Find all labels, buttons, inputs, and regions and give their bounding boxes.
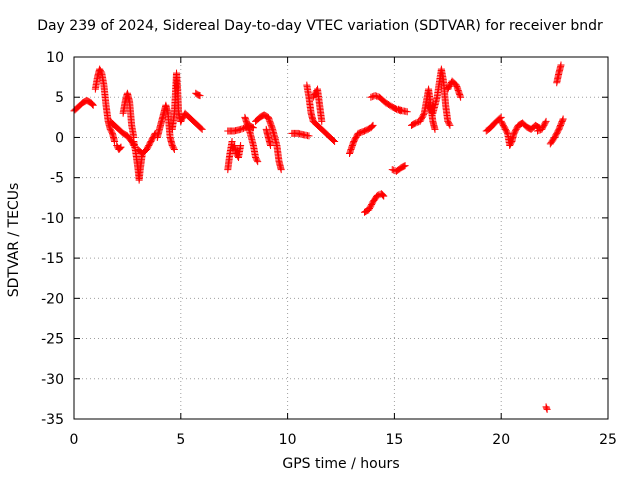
data-point: [196, 92, 204, 100]
data-point: [237, 141, 245, 149]
grid: [74, 57, 608, 419]
data-point: [557, 61, 565, 69]
data-point: [198, 125, 206, 133]
x-tick-label: 25: [599, 432, 617, 448]
data-point: [412, 119, 420, 127]
y-tick-label: 5: [55, 90, 64, 106]
data-point: [254, 158, 262, 166]
data-point: [369, 121, 377, 129]
data-point: [367, 93, 375, 101]
data-point: [543, 404, 551, 412]
data-point: [111, 137, 119, 145]
x-tick-label: 0: [70, 432, 79, 448]
y-tick-label: -15: [41, 251, 64, 267]
axis-ticks: 10 5 0 -5 -10 -15 -20 -25 -30 -35 0 5 10 15 20 25: [41, 50, 617, 448]
data-point: [89, 101, 97, 109]
data-point: [446, 121, 454, 129]
data-point: [431, 125, 439, 133]
data-point: [170, 144, 178, 152]
data-point: [373, 92, 381, 100]
data-point: [170, 146, 178, 154]
data-point: [253, 156, 261, 164]
data-point: [318, 117, 326, 125]
data-point: [403, 108, 411, 116]
y-tick-label: 10: [46, 50, 64, 66]
data-point: [116, 144, 124, 152]
data-point: [457, 93, 465, 101]
data-point: [368, 123, 376, 131]
data-point: [503, 128, 511, 136]
data-point: [559, 116, 567, 124]
data-point: [396, 106, 404, 114]
data-point: [395, 105, 403, 113]
data-point: [543, 405, 551, 413]
data-point: [420, 111, 428, 119]
y-tick-label: -5: [50, 171, 64, 187]
data-point: [542, 117, 550, 125]
data-point: [541, 119, 549, 127]
data-point: [267, 141, 275, 149]
y-tick-label: -25: [41, 332, 64, 348]
data-point: [237, 125, 245, 133]
data-point: [89, 100, 97, 108]
plot-frame: [73, 56, 609, 420]
data-point: [400, 162, 408, 170]
data-point: [117, 143, 125, 151]
data-point: [197, 124, 205, 132]
x-tick-label: 10: [279, 432, 297, 448]
data-point: [496, 114, 504, 122]
data-point: [534, 127, 542, 135]
y-tick-label: -20: [41, 291, 64, 307]
y-tick-label: -30: [41, 372, 64, 388]
data-point: [371, 92, 379, 100]
data-point: [305, 132, 313, 140]
x-tick-label: 5: [176, 432, 185, 448]
data-point: [401, 162, 409, 170]
data-point: [88, 100, 96, 108]
data-point: [368, 122, 376, 130]
chart-title: Day 239 of 2024, Sidereal Day-to-day VTE…: [37, 18, 603, 34]
x-tick-label: 15: [385, 432, 403, 448]
data-point: [413, 118, 421, 126]
data-point: [398, 106, 406, 114]
data-point: [378, 191, 386, 199]
x-axis-label: GPS time / hours: [282, 456, 400, 472]
y-tick-label: -35: [41, 412, 64, 428]
data-point: [388, 166, 396, 174]
data-point: [379, 191, 387, 199]
data-point: [238, 125, 246, 133]
y-tick-label: 0: [55, 130, 64, 146]
data-markers: [70, 61, 567, 413]
data-point: [116, 145, 124, 153]
data-point: [228, 137, 236, 145]
data-point: [535, 126, 543, 134]
data-point: [97, 68, 105, 76]
data-point: [380, 192, 388, 200]
data-point: [331, 137, 339, 145]
data-point: [330, 136, 338, 144]
x-tick-label: 20: [492, 432, 510, 448]
data-point: [277, 166, 285, 174]
y-tick-label: -10: [41, 211, 64, 227]
data-point: [559, 115, 567, 123]
data-point: [445, 120, 453, 128]
